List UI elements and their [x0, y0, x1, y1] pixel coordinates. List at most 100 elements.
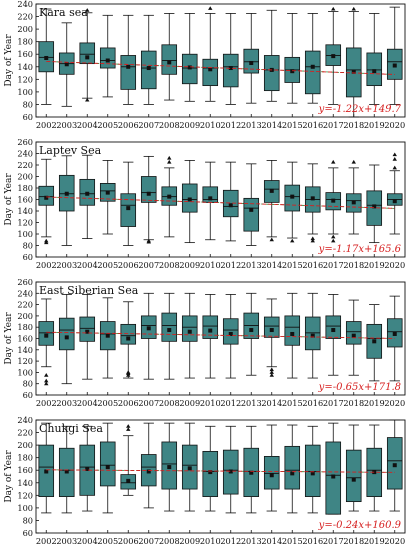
box-2007 [140, 14, 157, 105]
x-tick-label: 2016 [302, 536, 323, 546]
box-body [345, 321, 362, 345]
x-tick-label: 2017 [323, 120, 344, 130]
outlier-marker [146, 238, 151, 243]
box-body [120, 193, 137, 227]
box-2004 [79, 425, 96, 512]
mean-marker [269, 188, 274, 193]
mean-marker [351, 477, 356, 482]
mean-marker [269, 328, 274, 333]
y-tick-label: 200 [17, 172, 33, 182]
x-tick-label: 2014 [261, 398, 282, 408]
box-2017 [325, 422, 342, 515]
x-tick-label: 2018 [343, 536, 364, 546]
box-2005 [99, 159, 116, 235]
mean-marker [228, 66, 233, 71]
x-tick-label: 2013 [241, 120, 262, 130]
box-body [99, 441, 116, 487]
box-2015 [284, 424, 301, 514]
box-2019 [366, 164, 383, 244]
x-tick-label: 2002 [36, 260, 57, 270]
mean-marker [290, 331, 295, 336]
trend-line [46, 331, 395, 339]
box-body [304, 50, 321, 95]
y-tick-label: 180 [17, 183, 33, 193]
x-tick-label: 2012 [220, 536, 241, 546]
mean-marker [167, 194, 172, 199]
outlier-marker [167, 155, 172, 160]
box-2015 [284, 161, 301, 243]
y-tick-label: 120 [17, 490, 33, 500]
outlier-marker [392, 157, 397, 161]
x-tick-label: 2010 [200, 536, 221, 546]
box-2010 [202, 6, 219, 102]
box-2012 [222, 13, 239, 105]
y-tick-label: 60 [23, 390, 33, 400]
mean-marker [290, 194, 295, 199]
outlier-marker [44, 378, 49, 383]
x-tick-label: 2008 [159, 120, 180, 130]
y-tick-label: 220 [17, 160, 33, 170]
box-body [202, 315, 219, 339]
mean-marker [208, 328, 213, 333]
y-tick-label: 160 [17, 49, 33, 59]
box-2003 [58, 22, 75, 107]
outlier-marker [208, 6, 213, 10]
y-tick-label: 80 [23, 241, 33, 251]
y-tick-label: 160 [17, 334, 33, 344]
x-tick-label: 2020 [384, 398, 405, 408]
box-body [304, 444, 321, 497]
mean-marker [44, 55, 49, 60]
box-2014 [263, 9, 280, 102]
box-2013 [243, 163, 260, 246]
box-2020 [386, 419, 403, 512]
box-2016 [304, 163, 321, 243]
mean-marker [85, 329, 90, 334]
y-axis-label: Day of Year [4, 450, 14, 503]
mean-marker [167, 465, 172, 470]
mean-marker [44, 469, 49, 474]
mean-marker [187, 197, 192, 202]
x-tick-label: 2012 [220, 120, 241, 130]
x-tick-label: 2009 [179, 398, 200, 408]
mean-marker [351, 333, 356, 338]
mean-marker [249, 470, 254, 475]
y-tick-label: 60 [23, 252, 33, 262]
plot-frame [35, 419, 406, 534]
box-2002 [38, 298, 55, 386]
box-body [161, 44, 178, 75]
x-tick-label: 2008 [159, 260, 180, 270]
x-tick-label: 2010 [200, 398, 221, 408]
box-2008 [161, 13, 178, 101]
y-tick-label: 100 [17, 503, 33, 513]
x-tick-label: 2007 [138, 536, 159, 546]
mean-marker [392, 331, 397, 336]
mean-marker [105, 58, 110, 63]
panel-title: Laptev Sea [39, 144, 102, 157]
outlier-marker [269, 367, 274, 372]
mean-marker [290, 69, 295, 74]
box-2008 [161, 422, 178, 512]
trend-equation: y=-0.24x+160.9 [318, 520, 402, 531]
mean-marker [64, 62, 69, 67]
outlier-marker [392, 165, 397, 170]
box-2008 [161, 155, 178, 238]
mean-marker [64, 469, 69, 474]
x-tick-label: 2006 [118, 398, 139, 408]
y-tick-label: 120 [17, 218, 33, 228]
y-tick-label: 240 [17, 0, 33, 9]
mean-marker [351, 69, 356, 74]
box-2017 [325, 294, 342, 376]
y-tick-label: 100 [17, 87, 33, 97]
box-2020 [386, 152, 403, 235]
box-body [304, 316, 321, 351]
box-body [263, 316, 280, 338]
mean-marker [249, 207, 254, 212]
x-tick-label: 2012 [220, 260, 241, 270]
x-tick-label: 2014 [261, 536, 282, 546]
box-2015 [284, 13, 301, 104]
mean-marker [228, 331, 233, 336]
x-tick-label: 2004 [77, 398, 98, 408]
box-body [284, 315, 301, 346]
mean-marker [146, 326, 151, 331]
